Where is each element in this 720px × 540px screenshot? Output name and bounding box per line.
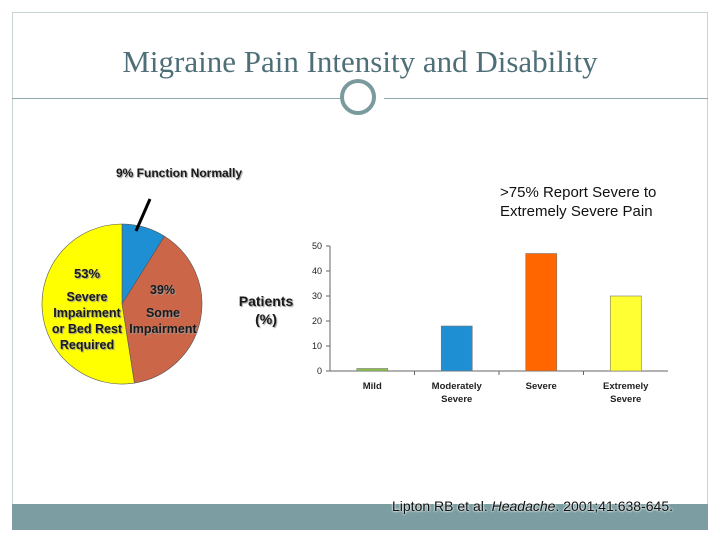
pie-label-39: 39%	[150, 283, 176, 297]
pie-label-some: Some Impairment	[127, 305, 199, 337]
y-axis-title-line-2: (%)	[255, 311, 277, 327]
y-axis-title: Patients (%)	[226, 292, 306, 328]
pie-chart	[41, 223, 203, 385]
y-tick-label: 20	[312, 316, 322, 326]
footer-band	[12, 504, 708, 530]
y-tick-label: 10	[312, 341, 322, 351]
bar-annotation: >75% Report Severe to Extremely Severe P…	[500, 183, 656, 221]
x-tick-label: Mild	[363, 381, 382, 392]
title-rule-right	[384, 98, 708, 99]
pie-label-some-line-1: Some	[145, 306, 181, 320]
bar-2	[440, 325, 473, 372]
bar-3	[525, 253, 558, 372]
pie-label-severe-line-2: Impairment	[53, 306, 121, 320]
citation-journal: Headache	[491, 498, 556, 514]
title-ring-ornament	[340, 79, 376, 115]
pie-callout-line	[134, 198, 152, 232]
x-tick-label: Severe	[526, 381, 557, 392]
citation: Lipton RB et al. Headache. 2001;41:638-6…	[392, 498, 673, 514]
pie-label-53: 53%	[74, 266, 101, 281]
title-rule-left	[12, 98, 340, 99]
bar-chart: 0 10 20 30 40 50 Mild Moderately Severe Severe Ext…	[312, 241, 668, 405]
pie-label-severe-line-4: Required	[59, 338, 115, 352]
pie-annotation-function-normally: 9% Function Normally	[116, 166, 243, 180]
y-tick-label: 0	[317, 366, 322, 376]
y-tick-label: 40	[312, 266, 322, 276]
slide-title: Migraine Pain Intensity and Disability	[122, 44, 598, 79]
pie-label-severe-line-3: or Bed Rest	[51, 322, 123, 336]
y-tick-label: 50	[312, 241, 322, 251]
pie-label-severe-line-1: Severe	[66, 290, 108, 304]
x-tick-label: Moderately	[432, 381, 483, 392]
pie-label-severe: Severe Impairment or Bed Rest Required	[46, 289, 128, 353]
x-tick-label: Severe	[441, 394, 472, 405]
y-axis-title-line-1: Patients	[238, 293, 294, 309]
bar-1	[356, 368, 389, 372]
bar-4	[609, 295, 642, 372]
bar-annotation-line-1: >75% Report Severe to	[500, 184, 657, 201]
y-tick-label: 30	[312, 291, 322, 301]
citation-authors: Lipton RB et al.	[392, 498, 492, 514]
bar-annotation-line-2: Extremely Severe Pain	[500, 203, 653, 220]
citation-details: . 2001;41:638-645.	[555, 498, 673, 514]
x-tick-label: Extremely	[603, 381, 649, 392]
pie-label-some-line-2: Impairment	[129, 322, 197, 336]
pie-slice-3	[41, 223, 135, 385]
x-tick-label: Severe	[610, 394, 641, 405]
pie-slice-2	[121, 235, 203, 384]
